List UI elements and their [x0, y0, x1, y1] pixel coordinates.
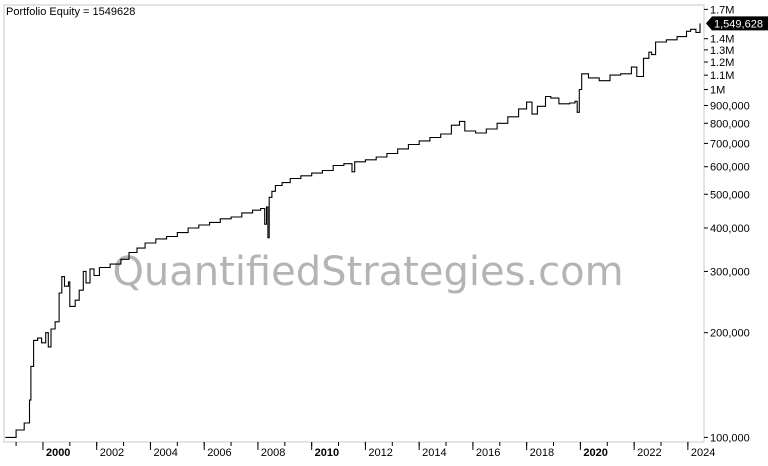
plot-area-border [3, 4, 705, 443]
y-tick-label-0: 100,000 [710, 432, 750, 444]
last-value-label: 1,549,628 [714, 18, 763, 30]
y-tick-label-5: 600,000 [710, 162, 750, 174]
x-tick-label-5: 2010 [315, 447, 339, 459]
y-tick-label-14: 1.7M [710, 4, 734, 16]
x-axis: 2000 2002 2004 2006 2008 2010 2012 2014 2016 2018… [15, 442, 715, 459]
y-tick-label-1: 200,000 [710, 328, 750, 340]
y-tick-label-2: 300,000 [710, 266, 750, 278]
x-tick-label-12: 2024 [691, 447, 715, 459]
y-tick-label-3: 400,000 [710, 223, 750, 235]
x-tick-label-0: 2000 [46, 447, 70, 459]
watermark-text: QuantifiedStrategies.com [112, 249, 623, 295]
equity-series-line [5, 23, 701, 438]
x-tick-label-3: 2006 [207, 447, 231, 459]
x-tick-label-6: 2012 [368, 447, 392, 459]
x-tick-label-10: 2020 [583, 447, 607, 459]
y-tick-label-13: 1.4M [710, 34, 734, 46]
last-value-badge: 1,549,628 [706, 16, 768, 31]
x-tick-label-7: 2014 [422, 447, 446, 459]
y-tick-label-8: 900,000 [710, 100, 750, 112]
chart-title: Portfolio Equity = 1549628 [6, 6, 135, 18]
y-tick-label-10: 1.1M [710, 70, 734, 82]
y-tick-label-6: 700,000 [710, 138, 750, 150]
x-tick-label-9: 2018 [530, 447, 554, 459]
y-tick-label-7: 800,000 [710, 118, 750, 130]
y-axis: 100,000 200,000 300,000 400,000 500,000 600,0… [704, 4, 750, 444]
y-tick-label-12: 1.3M [710, 45, 734, 57]
x-tick-label-2: 2004 [153, 447, 177, 459]
x-tick-label-11: 2022 [637, 447, 661, 459]
y-tick-label-11: 1.2M [710, 57, 734, 69]
y-tick-label-9: 1M [710, 85, 725, 97]
x-tick-label-4: 2008 [261, 447, 285, 459]
x-tick-label-8: 2016 [476, 447, 500, 459]
last-value-marker [706, 16, 768, 31]
y-tick-label-4: 500,000 [710, 189, 750, 201]
x-tick-label-1: 2002 [100, 447, 124, 459]
